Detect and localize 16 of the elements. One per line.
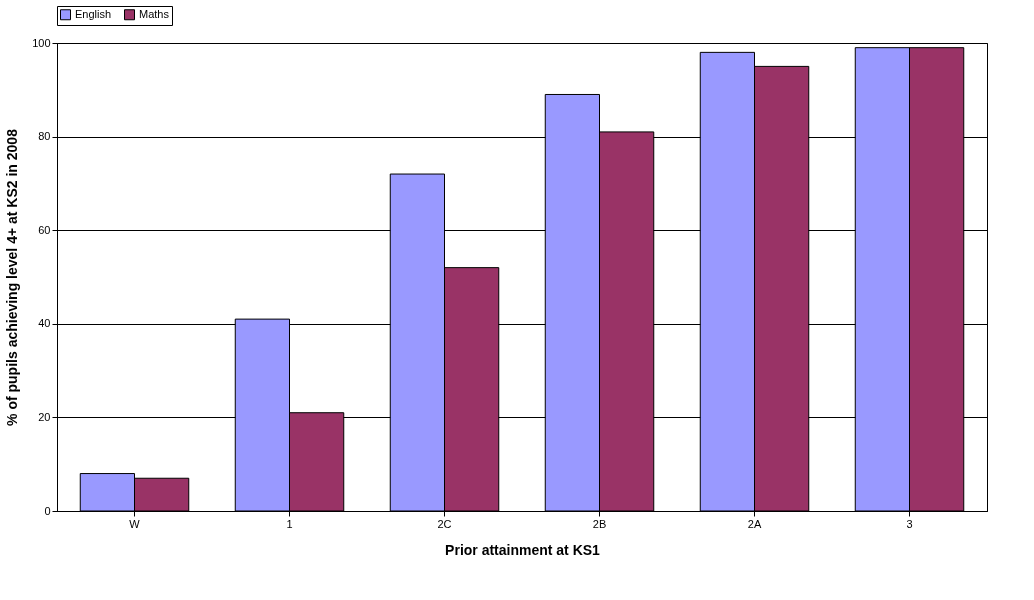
y-tick-label: 100 xyxy=(32,36,51,49)
x-tick-label: 2C xyxy=(437,517,452,530)
x-tick-label: 3 xyxy=(906,517,913,530)
x-axis-title: Prior attainment at KS1 xyxy=(445,541,601,558)
x-tick-label: 2A xyxy=(747,517,762,530)
legend-label: English xyxy=(75,7,112,20)
y-tick-label: 20 xyxy=(38,410,51,423)
y-tick-label: 80 xyxy=(38,130,51,143)
x-tick-label: 2B xyxy=(592,517,607,530)
y-tick-label: 0 xyxy=(44,504,51,517)
y-tick-label: 60 xyxy=(38,223,51,236)
y-axis-title: % of pupils achieving level 4+ at KS2 in 2008 xyxy=(4,128,21,426)
x-tick-label: W xyxy=(129,517,141,530)
legend-label: Maths xyxy=(139,7,170,20)
x-tick-label: 1 xyxy=(286,517,293,530)
y-tick-label: 40 xyxy=(38,317,51,330)
